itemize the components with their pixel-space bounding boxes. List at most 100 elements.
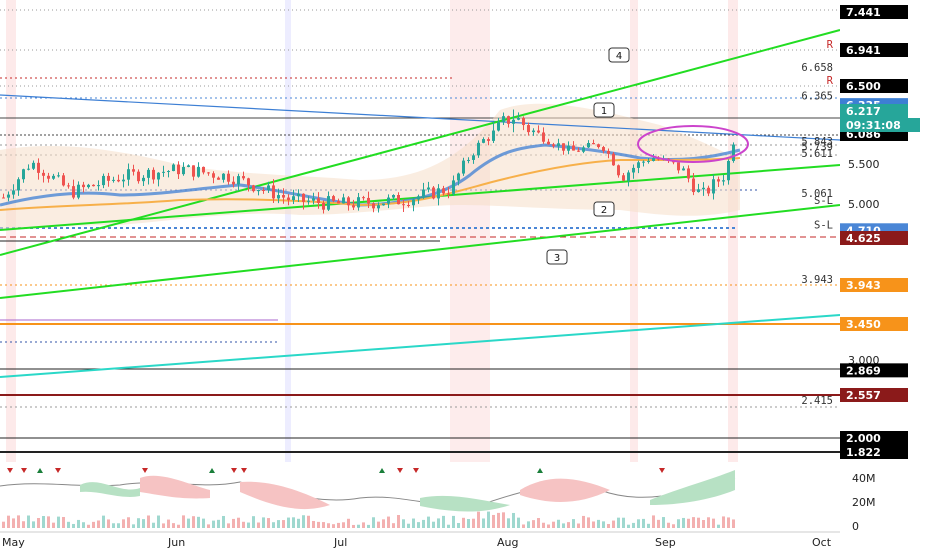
candle — [17, 177, 20, 196]
volume-bar — [602, 521, 605, 528]
volume-bar — [582, 515, 585, 528]
candle — [182, 162, 185, 176]
volume-tick: 0 — [852, 520, 859, 533]
volume-bar — [257, 522, 260, 528]
wave-label-3: 3 — [546, 249, 568, 265]
volume-bar — [327, 523, 330, 528]
volume-bar — [212, 520, 215, 528]
candle — [72, 179, 75, 200]
candle — [277, 188, 280, 204]
signal-marker — [537, 468, 543, 473]
candle — [527, 122, 530, 136]
candle — [132, 164, 135, 176]
candle — [637, 160, 640, 174]
volume-bar — [592, 521, 595, 528]
candle — [167, 170, 170, 178]
candle — [457, 172, 460, 186]
svg-text:1: 1 — [601, 106, 607, 117]
volume-bar — [467, 519, 470, 528]
volume-bar — [332, 524, 335, 528]
signal-marker — [241, 468, 247, 473]
volume-bar — [557, 519, 560, 528]
x-tick: Jul — [333, 536, 347, 549]
volume-bar — [367, 524, 370, 528]
candle — [347, 196, 350, 211]
wave-labels: 1 2 3 4 — [546, 47, 630, 265]
candle — [107, 172, 110, 187]
volume-bar — [662, 517, 665, 528]
candle — [412, 197, 415, 212]
svg-text:2: 2 — [601, 205, 607, 216]
candle — [337, 198, 340, 204]
svg-text:1.822: 1.822 — [846, 446, 881, 459]
candle — [447, 186, 450, 199]
volume-bar — [67, 521, 70, 528]
candle — [2, 193, 5, 199]
candle — [452, 175, 455, 196]
candle — [227, 170, 230, 185]
candle — [292, 189, 295, 204]
volume-bar — [542, 522, 545, 528]
candle — [372, 202, 375, 213]
volume-bar — [162, 523, 165, 528]
volume-bar — [577, 523, 580, 528]
wave-label-4: 4 — [608, 47, 630, 63]
candle — [157, 172, 160, 187]
price-badge: 2.000 — [840, 431, 908, 445]
candle — [677, 162, 680, 174]
x-tick: Aug — [497, 536, 518, 549]
candle — [387, 194, 390, 209]
volume-bar — [177, 524, 180, 528]
bar-countdown: 09:31:08 — [846, 119, 901, 132]
candle — [377, 202, 380, 213]
candle — [237, 173, 240, 191]
volume-bar — [672, 524, 675, 528]
volume-bar — [37, 518, 40, 528]
candle — [27, 164, 30, 171]
volume-bar — [677, 519, 680, 528]
svg-text:4.625: 4.625 — [846, 232, 881, 245]
volume-bar — [612, 520, 615, 528]
candle — [82, 181, 85, 193]
candle — [597, 143, 600, 149]
candle — [12, 184, 15, 199]
volume-bar — [507, 518, 510, 528]
volume-bar — [487, 511, 490, 528]
side-markers: R R S-L S-L — [814, 39, 834, 231]
candle — [522, 116, 525, 131]
volume-bar — [227, 523, 230, 528]
candle — [32, 160, 35, 170]
candle — [102, 173, 105, 189]
volume-bar — [427, 516, 430, 528]
candle — [647, 158, 650, 164]
volume-bar — [382, 519, 385, 528]
time-axis: May Jun Jul Aug Sep Oct — [0, 531, 840, 549]
candle — [322, 200, 325, 214]
volume-bar — [72, 523, 75, 528]
level-label: 6.365 — [801, 91, 833, 103]
volume-bar — [667, 522, 670, 528]
candle — [302, 193, 305, 210]
candle — [332, 194, 335, 203]
volume-bar — [452, 515, 455, 528]
candle — [467, 157, 470, 164]
volume-bar — [387, 516, 390, 528]
candle — [202, 166, 205, 175]
volume-bar — [622, 517, 625, 528]
candle — [207, 171, 210, 176]
x-tick: Sep — [655, 536, 676, 549]
volume-bar — [727, 517, 730, 528]
volume-bar — [267, 518, 270, 528]
price-badge: 1.822 — [840, 445, 908, 459]
volume-bar — [702, 520, 705, 528]
candle — [87, 183, 90, 189]
candle — [537, 125, 540, 134]
candle — [572, 141, 575, 151]
volume-bar — [532, 520, 535, 528]
candle — [247, 177, 250, 192]
volume-bar — [712, 518, 715, 528]
candle — [512, 109, 515, 133]
volume-bar — [707, 517, 710, 528]
volume-bar — [252, 516, 255, 528]
candle — [707, 185, 710, 197]
